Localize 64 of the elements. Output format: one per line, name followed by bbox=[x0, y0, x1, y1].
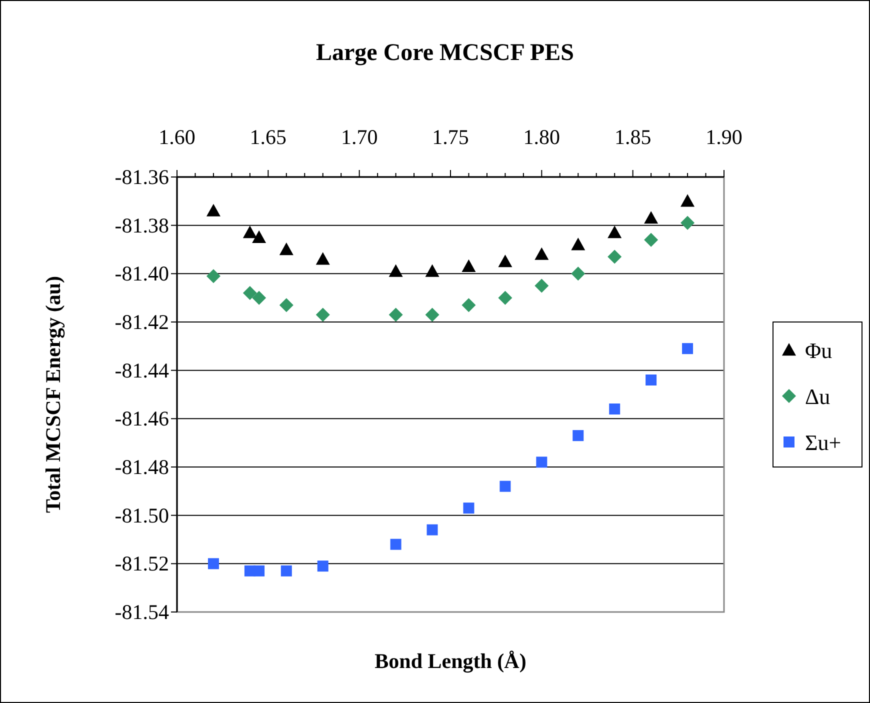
point bbox=[571, 266, 586, 281]
x-tick-label: 1.90 bbox=[706, 125, 742, 149]
y-tick-label: -81.42 bbox=[114, 310, 169, 334]
point bbox=[206, 269, 220, 284]
y-tick-label: -81.50 bbox=[114, 503, 169, 528]
point bbox=[206, 204, 220, 216]
x-tick-label: 1.65 bbox=[250, 125, 287, 149]
x-tick-label: 1.85 bbox=[614, 125, 652, 149]
point bbox=[208, 558, 219, 570]
point bbox=[279, 242, 294, 256]
point bbox=[388, 264, 403, 277]
x-tick-label: 1.80 bbox=[523, 125, 560, 149]
point bbox=[242, 286, 257, 300]
point bbox=[680, 216, 695, 230]
point bbox=[534, 278, 549, 293]
point bbox=[572, 430, 584, 442]
point bbox=[317, 560, 328, 572]
point bbox=[425, 308, 440, 322]
y-tick-label: -81.52 bbox=[114, 552, 169, 576]
point bbox=[608, 250, 622, 264]
point bbox=[644, 211, 658, 224]
point bbox=[682, 343, 694, 354]
point bbox=[316, 308, 330, 322]
y-tick-label: -81.48 bbox=[114, 455, 169, 479]
y-axis-title: Total MCSCF Energy (au) bbox=[41, 276, 65, 514]
legend-label: Δu bbox=[805, 384, 830, 409]
point bbox=[425, 264, 440, 277]
y-tick-label: -81.44 bbox=[114, 358, 170, 382]
point bbox=[609, 404, 620, 414]
point bbox=[280, 565, 292, 576]
point bbox=[500, 480, 511, 492]
point bbox=[498, 290, 512, 305]
chart-title: Large Core MCSCF PES bbox=[316, 40, 574, 66]
point bbox=[390, 538, 402, 550]
point bbox=[608, 226, 622, 238]
y-tick-label: -81.36 bbox=[114, 165, 169, 189]
point bbox=[534, 247, 549, 260]
x-tick-label: 1.75 bbox=[432, 125, 469, 149]
point bbox=[279, 298, 294, 312]
point bbox=[498, 254, 512, 268]
point bbox=[463, 502, 474, 514]
point bbox=[316, 252, 330, 265]
point bbox=[644, 232, 658, 247]
y-tick-label: -81.40 bbox=[114, 262, 169, 286]
x-axis-title: Bond Length (Å) bbox=[374, 649, 526, 673]
point bbox=[680, 194, 695, 207]
legend-label: Φu bbox=[805, 338, 832, 363]
x-tick-label: 1.60 bbox=[158, 125, 196, 149]
point bbox=[462, 298, 476, 312]
point bbox=[646, 374, 657, 386]
point bbox=[254, 565, 265, 576]
point bbox=[388, 308, 403, 322]
legend-label: Σu+ bbox=[805, 430, 842, 455]
y-tick-label: -81.38 bbox=[114, 213, 169, 238]
point bbox=[462, 259, 476, 272]
point bbox=[571, 238, 586, 250]
x-tick-label: 1.70 bbox=[340, 125, 378, 149]
point bbox=[426, 524, 438, 536]
y-tick-label: -81.46 bbox=[114, 406, 169, 431]
point bbox=[252, 290, 266, 305]
point bbox=[242, 226, 257, 238]
point bbox=[536, 456, 548, 468]
y-tick-label: -81.54 bbox=[114, 600, 170, 624]
point bbox=[252, 230, 266, 244]
